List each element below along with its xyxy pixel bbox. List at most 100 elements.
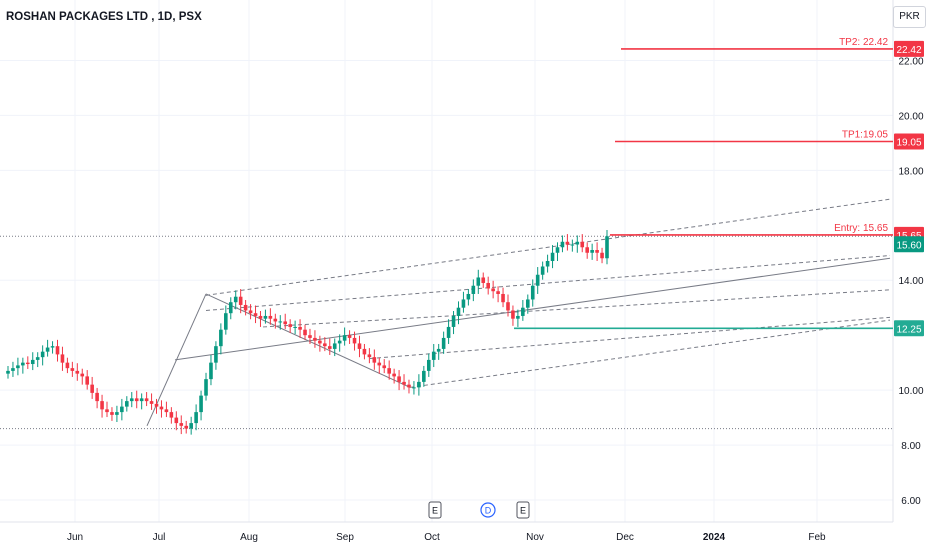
- reference-lines: [0, 235, 893, 430]
- candle-body: [26, 362, 30, 365]
- candle-body: [90, 384, 94, 393]
- candle-body: [595, 250, 599, 253]
- candle-body: [347, 335, 352, 338]
- candle-body: [268, 315, 273, 319]
- candle-body: [545, 261, 550, 267]
- target-levels: TP2: 22.42 TP1:19.05 Entry: 15.65: [514, 37, 893, 330]
- candle-body: [313, 337, 317, 341]
- x-tick-label: Oct: [424, 532, 440, 543]
- candle-body: [65, 362, 70, 369]
- grid: [0, 0, 894, 523]
- candle-body: [367, 354, 372, 358]
- x-tick-label: Feb: [808, 532, 826, 543]
- candle-body: [530, 285, 535, 300]
- channel-line: [205, 255, 891, 311]
- x-tick-label: Aug: [240, 532, 258, 543]
- candle-body: [436, 348, 441, 352]
- candle-body: [417, 381, 421, 388]
- candle-body: [451, 315, 456, 327]
- candle-body: [11, 368, 15, 371]
- event-marker-label: D: [485, 506, 492, 516]
- y-tick-label: 20.00: [898, 111, 923, 122]
- candle-body: [397, 376, 401, 382]
- x-tick-label: Dec: [616, 532, 634, 543]
- candle-body: [431, 351, 436, 360]
- channel-line: [205, 198, 891, 296]
- candle-body: [6, 370, 10, 374]
- candle-body: [288, 324, 292, 327]
- channel-line: [205, 293, 411, 388]
- candle-body: [278, 321, 283, 323]
- candle-body: [219, 329, 223, 347]
- time-axis: Jun Jul Aug Sep Oct Nov Dec 2024 Feb: [67, 532, 826, 543]
- candle-body: [407, 384, 411, 388]
- candle-body: [560, 241, 565, 248]
- candle-body: [491, 288, 495, 292]
- candlestick-series: [6, 229, 609, 435]
- candle-body: [110, 412, 114, 415]
- candle-body: [342, 335, 347, 341]
- candle-body: [327, 346, 332, 349]
- candle-body: [387, 368, 391, 374]
- candle-body: [273, 318, 278, 322]
- candle-body: [308, 335, 312, 338]
- x-tick-label: Jul: [153, 532, 166, 543]
- candle-body: [570, 244, 575, 246]
- candle-body: [164, 409, 169, 413]
- candle-body: [476, 277, 481, 286]
- candle-body: [258, 315, 263, 319]
- candle-body: [501, 293, 505, 303]
- candle-body: [194, 412, 198, 424]
- candle-body: [516, 315, 520, 319]
- symbol-title: ROSHAN PACKAGES LTD , 1D, PSX: [6, 11, 202, 23]
- candle-body: [372, 357, 377, 363]
- candle-body: [540, 266, 545, 275]
- x-tick-label: Nov: [526, 532, 544, 543]
- candle-body: [293, 326, 297, 328]
- y-tick-label: 22.00: [898, 56, 923, 67]
- earnings-event-icon: [516, 501, 530, 519]
- candle-body: [184, 425, 189, 429]
- candle-body: [357, 343, 362, 349]
- candle-body: [120, 406, 124, 413]
- candle-body: [60, 354, 65, 363]
- candle-body: [535, 274, 540, 286]
- candle-body: [298, 326, 302, 330]
- level-label: Entry: 15.65: [834, 223, 888, 234]
- candle-body: [590, 250, 594, 253]
- current-price-badge: [894, 236, 924, 253]
- candle-body: [412, 387, 416, 389]
- candle-body: [80, 373, 85, 377]
- candle-body: [169, 412, 174, 418]
- candle-body: [362, 348, 367, 355]
- candle-body: [16, 365, 20, 369]
- regression-channel: [146, 198, 891, 427]
- price-badge: [894, 320, 924, 337]
- currency-button[interactable]: PKR: [893, 6, 926, 28]
- price-badge-text: 12.25: [896, 324, 921, 335]
- candle-body: [204, 379, 208, 396]
- candle-body: [550, 252, 555, 261]
- channel-line: [174, 257, 891, 361]
- candle-body: [95, 392, 99, 402]
- candle-body: [446, 326, 451, 338]
- candle-body: [521, 307, 525, 316]
- x-tick-label: 2024: [703, 532, 726, 543]
- y-tick-label: 6.00: [901, 496, 921, 507]
- candle-body: [580, 241, 585, 248]
- candle-body: [21, 362, 25, 366]
- candle-body: [189, 423, 193, 429]
- level-label: TP1:19.05: [842, 129, 889, 140]
- candle-body: [100, 401, 104, 410]
- candle-body: [506, 302, 510, 311]
- candle-body: [253, 313, 258, 316]
- candle-body: [159, 406, 164, 410]
- channel-line: [409, 319, 891, 388]
- candle-body: [209, 362, 213, 380]
- candle-body: [283, 321, 288, 325]
- candle-body: [600, 252, 604, 259]
- candle-body: [402, 381, 406, 385]
- current-price-text: 15.60: [896, 240, 921, 251]
